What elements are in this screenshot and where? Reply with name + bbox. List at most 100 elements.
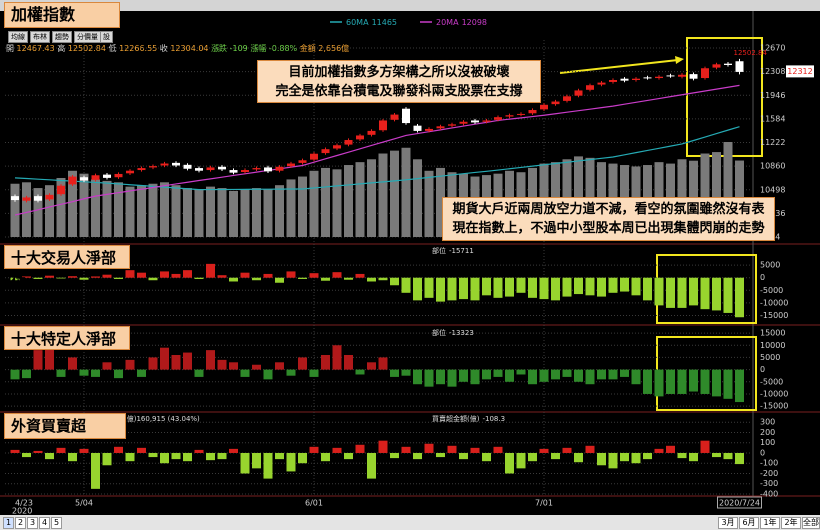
bar [608,369,618,380]
range-button[interactable]: 3月 [718,517,738,529]
bar [700,277,710,310]
range-button[interactable]: 6月 [739,517,759,529]
legend-entry: 60MA 11465 [346,18,397,27]
volume-bar [700,153,710,237]
page-tab[interactable]: 4 [39,517,50,529]
holding-label: 持股市值(億)160,915 (43.04%) [96,414,200,423]
candle-body [471,120,479,123]
bar [321,452,330,462]
candle-body [436,126,445,129]
range-button[interactable]: 2年 [781,517,801,529]
volume-bar [137,185,146,237]
bar [137,272,146,278]
bar [56,447,66,453]
quote-label: 金額 [300,43,316,53]
bar [206,452,215,461]
volume-bar [344,165,353,237]
toolbar-button[interactable]: 布林 [30,31,50,43]
legend-name: 60MA [346,18,369,27]
candle-body [310,153,318,160]
bar [79,277,89,280]
bar [516,277,526,293]
quote-label: 收 [160,43,168,53]
y-tick-label: 0 [760,273,765,282]
candle-body [149,166,157,168]
footer-bar: 1 2 3 4 5 3月 6月 1年 2年 全部 [0,515,820,530]
candle-body [11,196,19,201]
bar [689,277,698,306]
legend-entry: 20MA 12098 [436,18,487,27]
bar [493,369,503,377]
y-tick-label: -5000 [760,377,783,386]
volume-bar [378,153,388,237]
candle-body [620,78,629,81]
arrow [559,59,679,74]
y-tick-label: 200 [760,428,775,437]
bar [114,277,123,279]
volume-bar [367,159,376,237]
bar [160,271,169,278]
page-tab[interactable]: 2 [15,517,26,529]
bar [597,369,606,380]
bar [666,277,675,308]
bar [482,277,491,296]
bar [712,369,721,397]
x-tick-label: 5/04 [75,499,93,508]
legend-name: 20MA [436,18,459,27]
bar [33,450,43,453]
toolbar-button[interactable]: 分價量 [74,31,101,43]
toolbar-button[interactable]: 設 [100,31,113,43]
annotation-line: 現在指數上，不過中小型股本周已出現集體閃崩的走勢 [452,221,765,236]
last-price-label: 12312 [787,67,812,76]
range-button[interactable]: 1年 [760,517,780,529]
candle-body [356,135,364,140]
toolbar-button[interactable]: 趨勢 [52,31,72,43]
candle-body [563,96,571,101]
bar [436,277,445,302]
candle-body [287,163,295,167]
page-tab[interactable]: 1 [3,517,14,529]
candle-body [379,120,387,131]
candle-body [298,160,307,163]
page-tab[interactable]: 3 [27,517,38,529]
bar [712,277,721,311]
panel-value-number: -108.3 [482,415,505,423]
bar [597,452,606,466]
y-tick-label: 10000 [760,341,785,350]
candle-body [482,120,491,122]
bar [298,277,307,279]
candle-body [643,77,652,79]
candle-body [183,164,192,169]
candle-body [367,130,376,135]
bar [252,364,261,370]
bar [367,362,376,370]
volume-bar [206,186,215,237]
candle-body [390,114,399,120]
page-tab[interactable]: 5 [51,517,62,529]
bar [275,452,284,460]
bar [436,452,445,458]
bar [275,277,284,283]
candle-body [22,197,31,201]
toolbar-button[interactable]: 均線 [8,31,28,43]
volume-bar [102,180,112,237]
bar [424,443,434,453]
y-tick-label: 11222 [760,138,785,147]
range-button[interactable]: 全部 [802,517,820,529]
bar [735,452,744,465]
bar [447,369,457,387]
candle-body [137,168,146,171]
volume-bar [33,188,43,237]
y-tick-label: 12670 [760,44,785,53]
bar [309,446,319,453]
bar [240,452,250,474]
panel-title: 十大特定人淨部位 [4,326,130,372]
volume-bar [574,156,583,237]
bar [10,449,20,453]
candle-body [45,194,54,200]
bar [654,277,664,306]
bar [183,352,192,370]
bar [643,452,652,460]
bar [240,272,250,278]
